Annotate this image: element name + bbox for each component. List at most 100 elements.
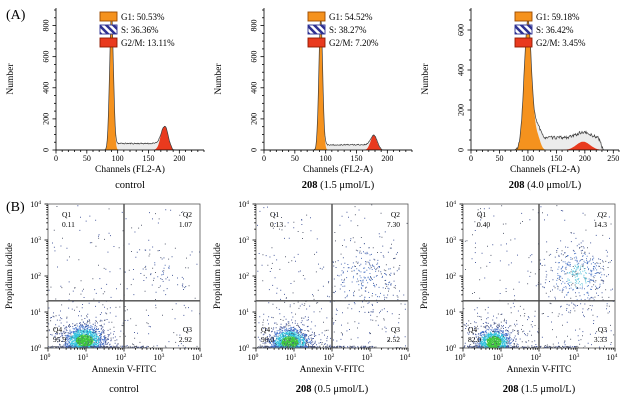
svg-text:50: 50 bbox=[291, 154, 299, 163]
svg-text:3.33: 3.33 bbox=[594, 335, 607, 344]
svg-text:400: 400 bbox=[42, 82, 51, 94]
log-tick-label: 101 bbox=[493, 353, 504, 362]
log-tick-label: 104 bbox=[400, 353, 411, 362]
y-axis-title: Number bbox=[6, 63, 16, 95]
svg-text:200: 200 bbox=[173, 154, 185, 163]
legend-label: G2/M: 7.20% bbox=[329, 38, 379, 48]
svg-text:200: 200 bbox=[250, 113, 259, 125]
svg-text:0: 0 bbox=[250, 148, 259, 152]
log-tick-label: 103 bbox=[238, 236, 249, 245]
legend-label: G1: 54.52% bbox=[329, 12, 373, 22]
log-tick-label: 102 bbox=[30, 272, 41, 281]
log-tick-label: 104 bbox=[192, 353, 203, 362]
log-tick-label: 100 bbox=[30, 344, 41, 353]
svg-text:Q1: Q1 bbox=[270, 210, 279, 219]
svg-text:0.13: 0.13 bbox=[270, 220, 283, 229]
y-axis-title: Propidium iodide bbox=[5, 243, 15, 309]
g2m-peak-area bbox=[471, 141, 619, 150]
y-tick-labels: 0 200 400 600 bbox=[457, 24, 466, 152]
legend-swatch-g1 bbox=[514, 11, 533, 22]
y-tick-labels: 0 200 400 600 800 bbox=[42, 20, 51, 152]
log-tick-label: 101 bbox=[78, 353, 89, 362]
legend-label: G1: 59.18% bbox=[536, 12, 580, 22]
s-phase-area bbox=[264, 16, 412, 150]
svg-text:250: 250 bbox=[607, 154, 619, 163]
legend-swatch-s bbox=[99, 24, 118, 35]
axes bbox=[467, 8, 620, 154]
x-tick-labels: 0 50 100 150 200 bbox=[262, 154, 393, 163]
panel-title: control bbox=[109, 384, 139, 395]
cell-cycle-histogram-control-svg: 0 50 100 150 200 0 200 400 600 800 Number Channels … bbox=[6, 8, 205, 191]
svg-text:600: 600 bbox=[457, 24, 466, 36]
quadrant-gates bbox=[48, 204, 200, 348]
svg-text:200: 200 bbox=[42, 113, 51, 125]
apoptosis-scatter-control: 100 100 101 101 102 102 103 103 104 104 Q1 0.11 Q2 1.… bbox=[0, 196, 208, 403]
panel-b-label: (B) bbox=[6, 200, 25, 215]
svg-text:7.30: 7.30 bbox=[387, 220, 400, 229]
g2m-peak-area bbox=[264, 135, 412, 150]
legend: G1: 50.53% S: 36.36% G2/M: 13.11% bbox=[99, 11, 175, 48]
svg-text:2.52: 2.52 bbox=[387, 335, 400, 344]
panel-title: 208 (0.5 μmol/L) bbox=[296, 384, 369, 395]
svg-text:90.0: 90.0 bbox=[261, 335, 274, 344]
svg-text:800: 800 bbox=[250, 20, 259, 32]
svg-text:0.11: 0.11 bbox=[62, 220, 75, 229]
panel-title: control bbox=[115, 180, 145, 191]
svg-text:200: 200 bbox=[457, 104, 466, 116]
svg-text:50: 50 bbox=[495, 154, 503, 163]
legend-swatch-g1 bbox=[307, 11, 326, 22]
legend: G1: 59.18% S: 36.42% G2/M: 3.45% bbox=[514, 11, 586, 48]
log-tick-label: 101 bbox=[445, 308, 456, 317]
scatter-points bbox=[48, 205, 201, 349]
log-tick-label: 103 bbox=[30, 236, 41, 245]
scatter-points bbox=[463, 205, 615, 349]
legend-label: S: 36.42% bbox=[536, 25, 574, 35]
axes bbox=[260, 8, 413, 154]
legend-label: S: 36.36% bbox=[121, 25, 159, 35]
log-tick-label: 101 bbox=[30, 308, 41, 317]
svg-text:Q2: Q2 bbox=[598, 210, 607, 219]
panel-title: 208 (1.5 μmol/L) bbox=[302, 180, 375, 191]
svg-text:Q4: Q4 bbox=[261, 325, 270, 334]
quadrant-gates bbox=[256, 204, 408, 348]
log-tick-label: 100 bbox=[248, 353, 259, 362]
svg-text:800: 800 bbox=[42, 20, 51, 32]
svg-text:Q1: Q1 bbox=[62, 210, 71, 219]
svg-text:0.40: 0.40 bbox=[477, 220, 490, 229]
cell-cycle-histogram-208-1p5: 0 50 100 150 200 0 200 400 600 800 Number Channels … bbox=[208, 2, 416, 200]
legend-swatch-g2m bbox=[307, 37, 326, 48]
svg-text:150: 150 bbox=[550, 154, 562, 163]
axes bbox=[52, 8, 205, 154]
log-tick-label: 100 bbox=[455, 353, 466, 362]
svg-text:1.07: 1.07 bbox=[179, 220, 192, 229]
log-tick-label: 100 bbox=[445, 344, 456, 353]
svg-text:100: 100 bbox=[112, 154, 124, 163]
svg-text:Q1: Q1 bbox=[477, 210, 486, 219]
x-tick-labels: 0 50 100 150 200 bbox=[54, 154, 185, 163]
log-tick-label: 104 bbox=[238, 200, 249, 209]
svg-text:600: 600 bbox=[42, 51, 51, 63]
g2m-peak-area bbox=[56, 126, 204, 150]
legend-label: G2/M: 13.11% bbox=[121, 38, 175, 48]
legend-swatch-s bbox=[307, 24, 326, 35]
svg-text:Q4: Q4 bbox=[468, 325, 477, 334]
cell-cycle-histogram-208-4p0: 0 50 100 150 200 250 0 200 400 600 Number Channels … bbox=[415, 2, 623, 200]
x-axis-title: Channels (FL2-A) bbox=[510, 164, 580, 175]
log-tick-label: 103 bbox=[362, 353, 373, 362]
log-tick-label: 104 bbox=[30, 200, 41, 209]
apoptosis-scatter-208-0p5: 100 100 101 101 102 102 103 103 104 104 Q1 0.13 Q2 7.… bbox=[208, 196, 416, 403]
axes-ticks bbox=[252, 203, 409, 352]
svg-text:0: 0 bbox=[262, 154, 266, 163]
svg-text:400: 400 bbox=[250, 82, 259, 94]
y-axis-title: Propidium iodide bbox=[213, 243, 223, 309]
svg-text:Q3: Q3 bbox=[391, 325, 400, 334]
legend-label: G2/M: 3.45% bbox=[536, 38, 586, 48]
